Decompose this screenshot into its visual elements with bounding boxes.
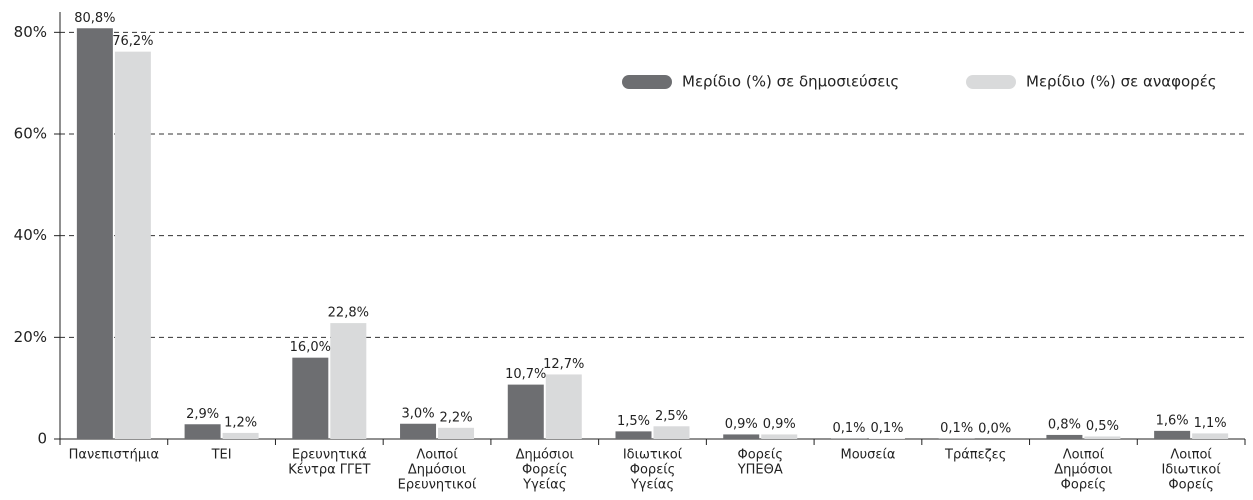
data-label: 2,9% bbox=[186, 407, 219, 422]
x-tick-label: Φορείς bbox=[1061, 478, 1107, 493]
legend-swatch bbox=[966, 75, 1016, 89]
bar bbox=[761, 434, 798, 439]
data-label: 1,2% bbox=[224, 415, 257, 430]
bar bbox=[1192, 433, 1229, 439]
bar bbox=[1084, 436, 1121, 439]
x-tick-label: Τράπεζες bbox=[944, 448, 1006, 463]
x-tick-label: Υγείας bbox=[522, 478, 566, 493]
data-label: 76,2% bbox=[112, 34, 153, 49]
data-label: 0,1% bbox=[832, 421, 865, 436]
bar bbox=[1154, 430, 1191, 439]
x-tick-label: Δημόσιοι bbox=[1054, 463, 1112, 478]
bar bbox=[938, 438, 975, 439]
y-tick-label: 80% bbox=[14, 23, 47, 41]
x-tick-label: Δημόσιοι bbox=[408, 463, 466, 478]
bar bbox=[653, 426, 690, 439]
data-label: 0,8% bbox=[1048, 417, 1081, 432]
data-label: 2,5% bbox=[655, 409, 688, 424]
data-label: 0,1% bbox=[870, 421, 903, 436]
x-tick-label: ΤΕΙ bbox=[211, 448, 232, 463]
x-tick-label: Υγείας bbox=[630, 478, 674, 493]
data-label: 80,8% bbox=[74, 11, 115, 26]
data-label: 0,0% bbox=[978, 422, 1011, 437]
x-tick-label: Φορείς bbox=[1168, 478, 1214, 493]
legend-swatch bbox=[622, 75, 672, 89]
x-tick-label: Φορείς bbox=[630, 463, 676, 478]
data-label: 1,1% bbox=[1194, 416, 1227, 431]
bar bbox=[222, 432, 259, 439]
bar bbox=[114, 51, 151, 440]
x-tick-label: Πανεπιστήμια bbox=[69, 448, 159, 463]
x-tick-label: Ερευνητικά bbox=[292, 448, 367, 463]
x-tick-label: Ερευνητικοί bbox=[398, 478, 477, 493]
bar bbox=[400, 423, 437, 439]
bar bbox=[1046, 434, 1083, 439]
data-label: 22,8% bbox=[328, 306, 369, 321]
y-tick-label: 20% bbox=[14, 328, 47, 346]
data-label: 0,9% bbox=[763, 417, 796, 432]
bar bbox=[330, 323, 367, 439]
data-label: 1,6% bbox=[1156, 413, 1189, 428]
legend-label: Μερίδιο (%) σε δημοσιεύσεις bbox=[682, 73, 899, 91]
legend-label: Μερίδιο (%) σε αναφορές bbox=[1026, 73, 1217, 91]
y-tick-label: 40% bbox=[14, 226, 47, 244]
x-tick-label: Μουσεία bbox=[840, 448, 895, 463]
data-label: 0,9% bbox=[725, 417, 758, 432]
bar bbox=[615, 431, 652, 439]
data-label: 0,5% bbox=[1086, 419, 1119, 434]
x-tick-label: Φορείς bbox=[737, 448, 783, 463]
data-label: 3,0% bbox=[402, 406, 435, 421]
x-tick-label: Λοιποί bbox=[1170, 448, 1212, 463]
data-label: 16,0% bbox=[290, 340, 331, 355]
x-tick-label: Δημόσιοι bbox=[516, 448, 574, 463]
bar bbox=[545, 374, 582, 439]
x-tick-label: Φορείς bbox=[522, 463, 568, 478]
x-tick-label: Κέντρα ΓΓΕΤ bbox=[288, 463, 370, 478]
x-tick-label: ΥΠΕΘΑ bbox=[737, 463, 783, 478]
bar bbox=[868, 438, 905, 439]
bar bbox=[723, 434, 760, 439]
data-label: 2,2% bbox=[440, 410, 473, 425]
bar bbox=[184, 424, 221, 439]
data-label: 1,5% bbox=[617, 414, 650, 429]
data-label: 0,1% bbox=[940, 421, 973, 436]
bar bbox=[830, 438, 867, 439]
x-tick-label: Ιδιωτικοί bbox=[1161, 463, 1221, 478]
bar bbox=[76, 28, 113, 440]
data-label: 12,7% bbox=[543, 357, 584, 372]
y-tick-label: 60% bbox=[14, 125, 47, 143]
x-tick-label: Ιδιωτικοί bbox=[623, 448, 683, 463]
bar bbox=[438, 427, 475, 439]
x-tick-label: Λοιποί bbox=[416, 448, 458, 463]
bar bbox=[292, 357, 329, 439]
x-tick-label: Λοιποί bbox=[1063, 448, 1105, 463]
y-tick-label: 0 bbox=[37, 430, 47, 448]
bar bbox=[507, 384, 544, 439]
data-label: 10,7% bbox=[505, 367, 546, 382]
